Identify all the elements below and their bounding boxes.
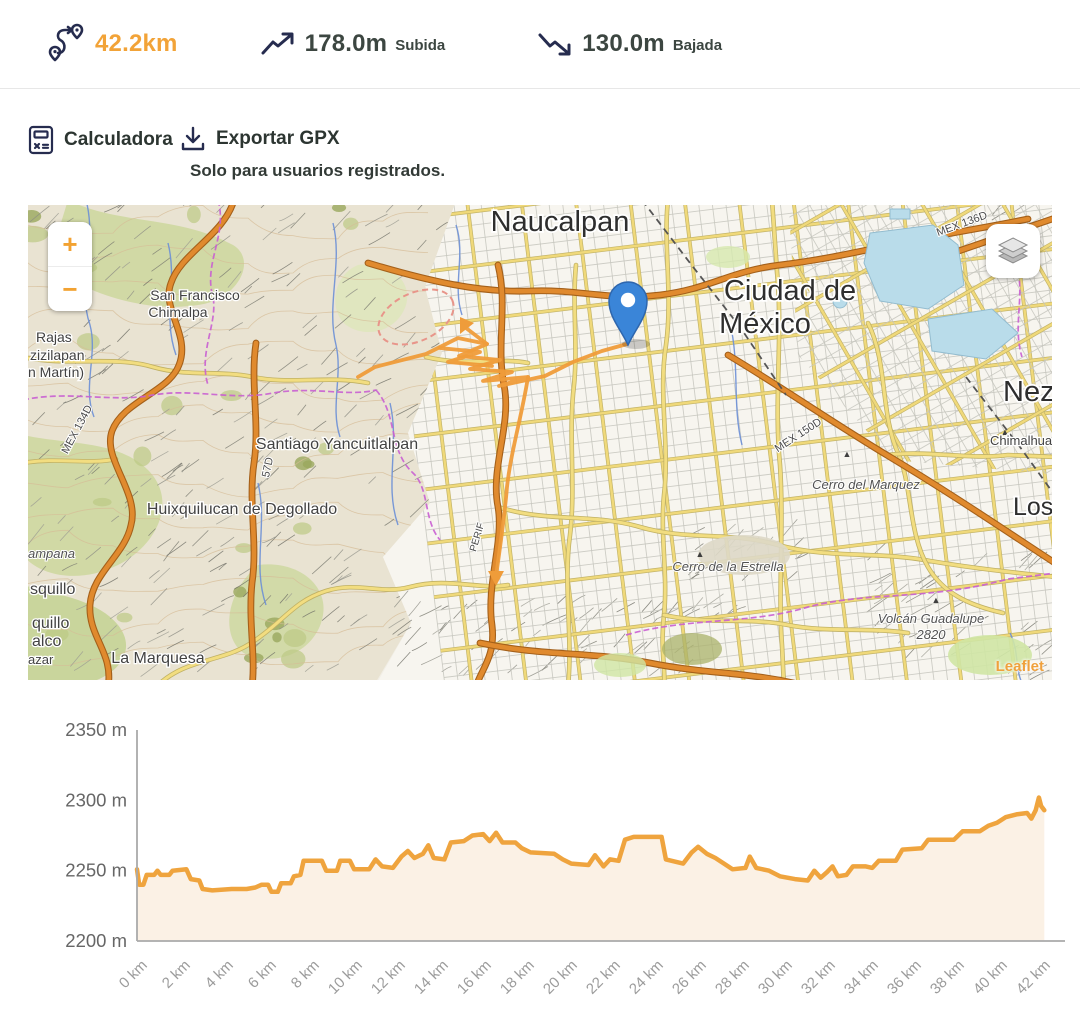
map-label: alco bbox=[32, 633, 61, 650]
x-axis-tick-label: 32 km bbox=[798, 957, 839, 998]
x-axis-tick-label: 10 km bbox=[325, 957, 366, 998]
water-bodies bbox=[832, 208, 1019, 360]
x-axis-tick-label: 30 km bbox=[755, 957, 796, 998]
map-label: ampana bbox=[28, 546, 75, 561]
peak-marker-icon: ▲ bbox=[932, 595, 941, 605]
map-label: Los R bbox=[1013, 493, 1052, 521]
map-zoom-out-button[interactable]: − bbox=[48, 267, 92, 311]
map-label: Naucalpan bbox=[491, 206, 630, 238]
x-axis-tick-label: 22 km bbox=[583, 957, 624, 998]
map-label: Ciudad de bbox=[724, 275, 856, 307]
map-label: n Martín) bbox=[28, 364, 84, 380]
y-axis-tick-label: 2350 m bbox=[65, 719, 127, 740]
x-axis-tick-label: 0 km bbox=[116, 957, 151, 992]
x-axis-tick-label: 20 km bbox=[540, 957, 581, 998]
export-gpx-label: Exportar GPX bbox=[216, 128, 340, 149]
map-label: Volcán Guadalupe bbox=[878, 611, 985, 626]
x-axis-tick-label: 6 km bbox=[245, 957, 280, 992]
ascent-label: Subida bbox=[395, 37, 446, 54]
peak-marker-icon: ▲ bbox=[843, 449, 852, 459]
map-zoom-control: + − bbox=[48, 222, 92, 311]
x-axis-tick-label: 26 km bbox=[669, 957, 710, 998]
elevation-chart: 2200 m 2250 m 2300 m 2350 m 0 km 2 km 4 km 6 km… bbox=[65, 719, 1065, 998]
elevation-area-fill bbox=[137, 797, 1045, 941]
export-note: Solo para usuarios registrados. bbox=[190, 161, 446, 180]
x-axis-tick-label: 18 km bbox=[497, 957, 538, 998]
route-distance-icon bbox=[48, 23, 84, 62]
x-axis-tick-label: 16 km bbox=[454, 957, 495, 998]
x-axis-tick-label: 24 km bbox=[626, 957, 667, 998]
stat-descent: 130.0m Bajada bbox=[537, 30, 722, 58]
highlighted-area-outline bbox=[377, 288, 455, 346]
layers-icon bbox=[997, 237, 1029, 264]
elevation-line bbox=[134, 795, 1047, 895]
map-label: México bbox=[719, 308, 811, 340]
map-label: quillo bbox=[32, 615, 69, 632]
descent-value: 130.0m bbox=[582, 30, 665, 57]
map-label: San Francisco bbox=[150, 287, 240, 303]
zoom-control-divider bbox=[48, 266, 92, 267]
map-marker[interactable] bbox=[608, 281, 650, 349]
route-actions: Calculadora Exportar GPX Solo para usuar… bbox=[0, 89, 1080, 205]
y-axis-tick-label: 2200 m bbox=[65, 930, 127, 951]
railways bbox=[644, 205, 1052, 493]
distance-value: 42.2km bbox=[95, 30, 178, 57]
calculator-button[interactable]: Calculadora bbox=[28, 125, 173, 155]
x-axis-tick-label: 2 km bbox=[159, 957, 194, 992]
descent-icon bbox=[538, 33, 571, 56]
map-label: azar bbox=[28, 652, 54, 667]
peak-marker-icon: ▲ bbox=[696, 549, 705, 559]
ascent-icon bbox=[261, 32, 294, 55]
download-icon bbox=[181, 126, 205, 151]
y-axis-tick-label: 2300 m bbox=[65, 789, 127, 810]
calculator-label: Calculadora bbox=[64, 129, 173, 150]
x-axis-tick-label: 42 km bbox=[1013, 957, 1054, 998]
map-label: zizilapan bbox=[30, 347, 84, 363]
route-stats-bar: 42.2km 178.0m Subida 130.0m Bajada bbox=[0, 0, 1080, 89]
descent-label: Bajada bbox=[672, 37, 723, 54]
peak-marker-icon: ▲ bbox=[1001, 427, 1010, 437]
stat-ascent: 178.0m Subida bbox=[260, 30, 446, 58]
x-axis-tick-label: 36 km bbox=[884, 957, 925, 998]
map-label: Huixquilucan de Degollado bbox=[147, 501, 337, 518]
map-label: Rajas bbox=[36, 329, 72, 345]
marker-pin-center bbox=[620, 292, 636, 308]
secondary-roads bbox=[28, 205, 1052, 680]
marker-pin[interactable] bbox=[608, 281, 648, 347]
x-axis-tick-label: 38 km bbox=[927, 957, 968, 998]
parks bbox=[594, 246, 1032, 677]
map-label: Chimalhua bbox=[990, 433, 1052, 448]
y-axis-tick-label: 2250 m bbox=[65, 860, 127, 881]
leaflet-attribution-link[interactable]: Leaflet bbox=[995, 658, 1044, 675]
calculator-icon bbox=[28, 125, 54, 155]
map-label: Cerro de la Estrella bbox=[672, 559, 783, 574]
map-label: Chimalpa bbox=[148, 304, 207, 320]
map-zoom-in-button[interactable]: + bbox=[48, 222, 92, 266]
export-gpx-button[interactable]: Exportar GPX bbox=[180, 125, 340, 153]
map-label: La Marquesa bbox=[111, 650, 204, 667]
map-label: Cerro del Marquez bbox=[812, 477, 920, 492]
map-label: squillo bbox=[30, 581, 75, 598]
map-layers-button[interactable] bbox=[986, 224, 1040, 278]
x-axis-tick-label: 40 km bbox=[970, 957, 1011, 998]
x-axis-tick-label: 4 km bbox=[202, 957, 237, 992]
map-label: 57D bbox=[260, 456, 276, 478]
stat-distance: 42.2km bbox=[48, 23, 178, 65]
x-axis-tick-label: 8 km bbox=[288, 957, 323, 992]
ascent-value: 178.0m bbox=[304, 30, 388, 57]
x-axis-tick-label: 34 km bbox=[841, 957, 882, 998]
map-label: 2820 bbox=[916, 627, 947, 642]
gps-track bbox=[356, 317, 629, 586]
map-label: Santiago Yancuitlalpan bbox=[256, 436, 418, 453]
map-label: Nezah bbox=[1003, 376, 1052, 408]
x-axis-tick-label: 14 km bbox=[411, 957, 452, 998]
x-axis-tick-label: 12 km bbox=[368, 957, 409, 998]
x-axis-tick-label: 28 km bbox=[712, 957, 753, 998]
